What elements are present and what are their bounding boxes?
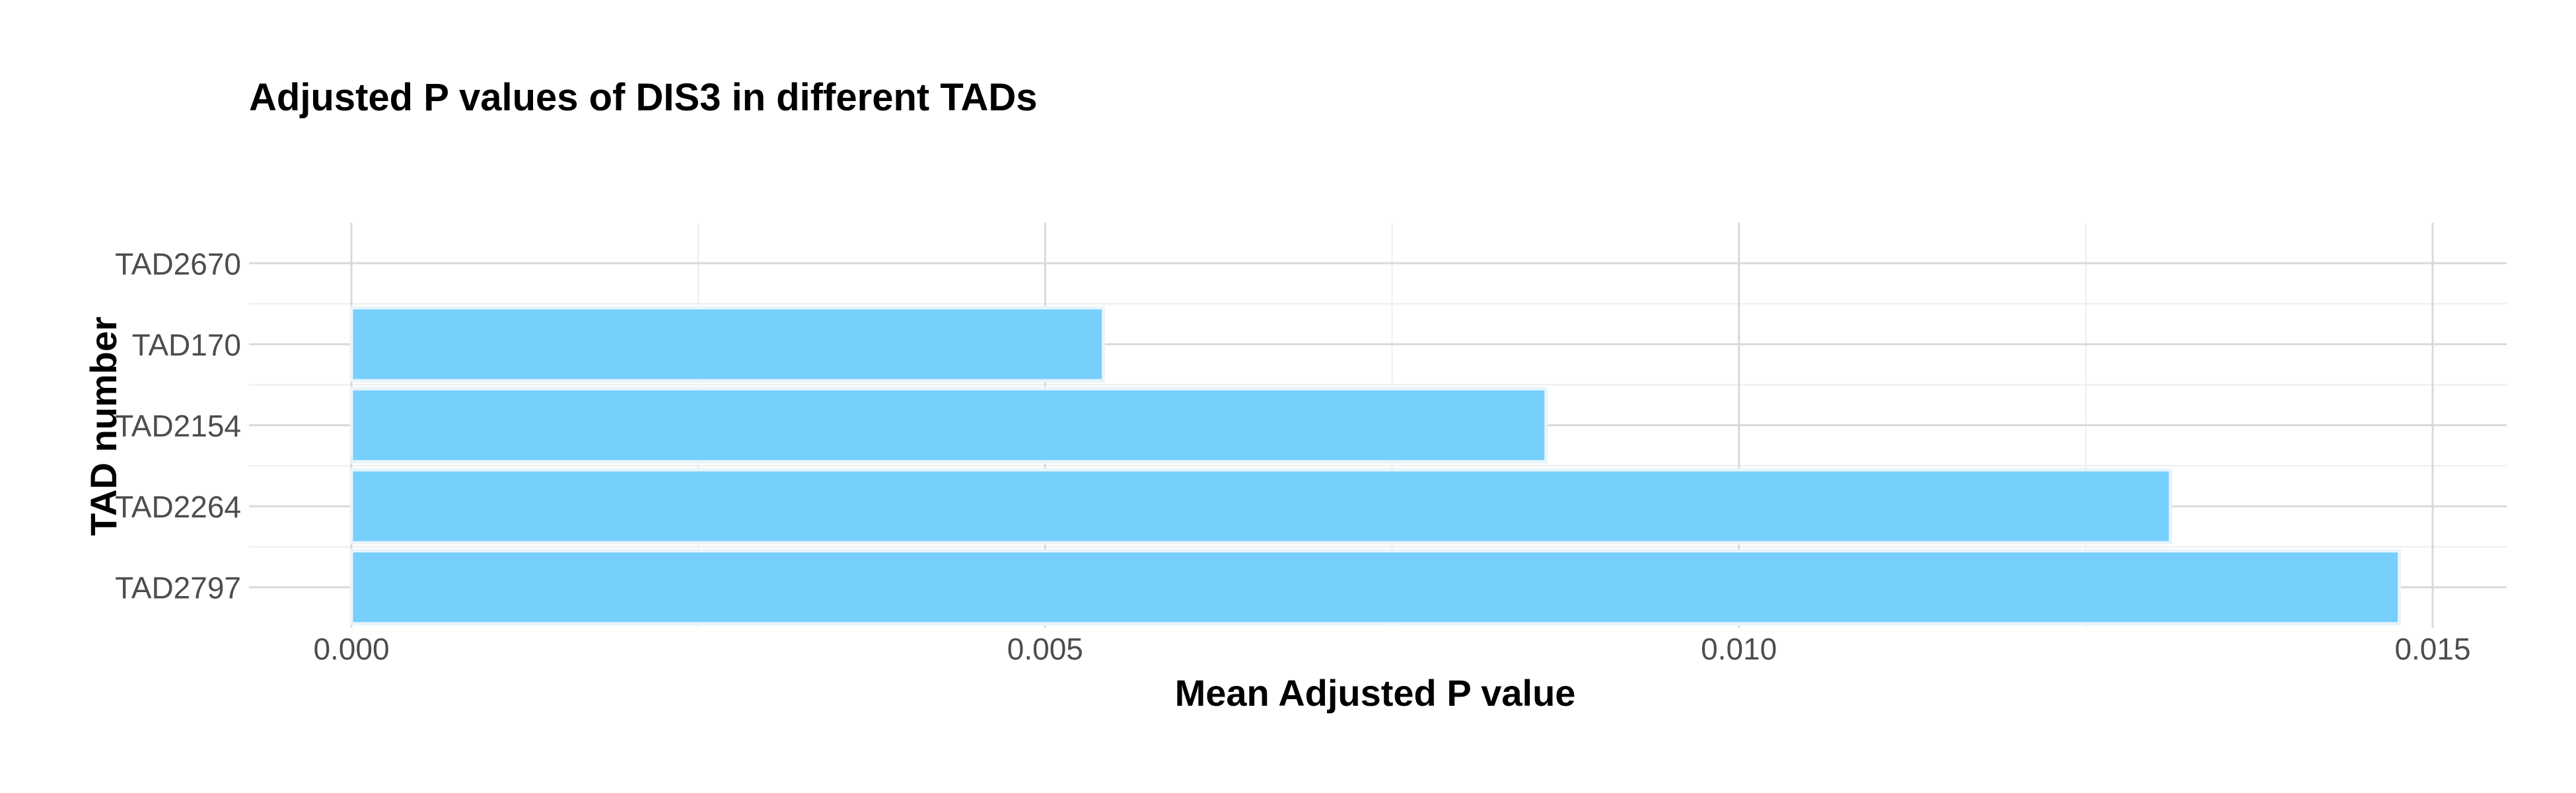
x-tick-label: 0.005	[1007, 632, 1083, 666]
chart-title: Adjusted P values of DIS3 in different T…	[249, 76, 1038, 119]
x-tick-label: 0.000	[313, 632, 389, 666]
y-tick-label: TAD2264	[115, 490, 241, 524]
y-axis-title: TAD number	[83, 317, 124, 536]
y-tick-label: TAD2154	[115, 409, 241, 443]
y-tick-label: TAD170	[132, 328, 241, 362]
y-tick-label: TAD2670	[115, 246, 241, 281]
y-axis-tick-labels: TAD2670 TAD170 TAD2154 TAD2264 TAD2797	[115, 246, 241, 605]
x-axis-tick-labels: 0.000 0.005 0.010 0.015	[313, 632, 2470, 666]
bar-tad2797	[349, 549, 2402, 626]
x-tick-label: 0.015	[2394, 632, 2470, 666]
x-tick-label: 0.010	[1701, 632, 1777, 666]
bar-tad170	[349, 306, 1106, 383]
bars	[349, 306, 2402, 626]
x-axis-title: Mean Adjusted P value	[1175, 672, 1576, 714]
bar-tad2264	[349, 468, 2172, 545]
y-tick-label: TAD2797	[115, 571, 241, 605]
bar-tad2154	[349, 387, 1548, 464]
